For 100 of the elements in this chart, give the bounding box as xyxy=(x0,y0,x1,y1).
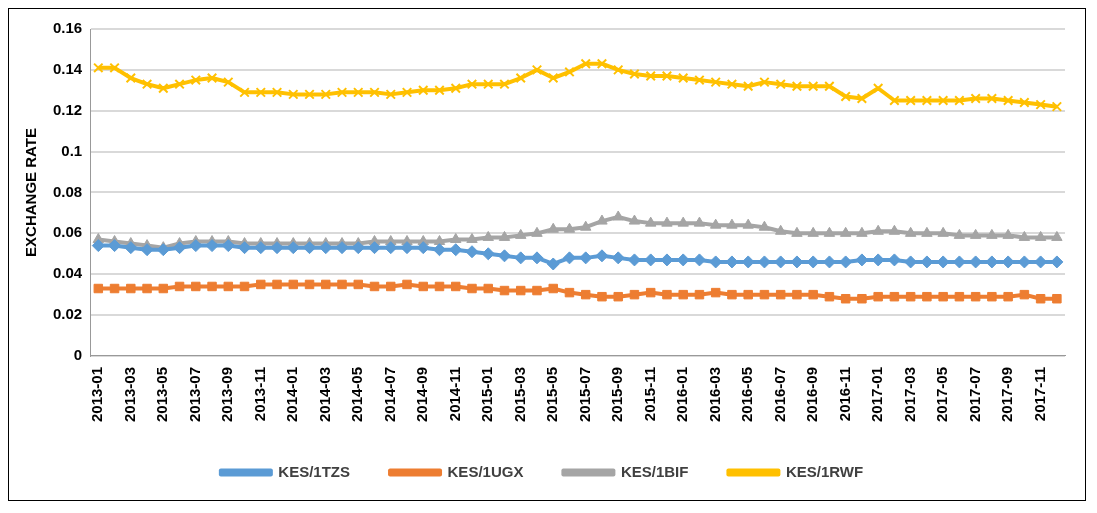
point xyxy=(547,222,559,233)
point xyxy=(400,241,414,255)
x-tick-label: 2017-01 xyxy=(868,366,886,423)
x-tick-label: 2013-11 xyxy=(250,366,268,422)
x-tick-label: 2014-07 xyxy=(380,366,398,423)
point xyxy=(368,241,382,255)
point xyxy=(384,241,398,255)
point xyxy=(661,216,673,227)
x-tick-label: 2015-03 xyxy=(510,366,528,423)
x-tick-label: 2017-11 xyxy=(1030,366,1048,422)
x-tick-label: 2015-07 xyxy=(575,366,593,423)
point xyxy=(986,228,998,239)
point xyxy=(857,293,867,304)
point xyxy=(221,239,235,253)
point xyxy=(873,291,883,302)
point xyxy=(466,232,478,243)
point xyxy=(840,91,851,102)
y-tick-label: 0.06 xyxy=(52,223,83,241)
point xyxy=(888,224,901,235)
point xyxy=(416,241,430,255)
point xyxy=(987,291,997,302)
point xyxy=(791,80,803,92)
point xyxy=(126,283,136,294)
point xyxy=(872,83,884,94)
point xyxy=(580,220,592,231)
point xyxy=(808,289,818,300)
point xyxy=(775,78,786,90)
point xyxy=(597,291,607,302)
point xyxy=(465,245,479,259)
point xyxy=(937,226,949,237)
point xyxy=(613,291,623,302)
point xyxy=(434,281,445,292)
point xyxy=(1051,230,1063,241)
point xyxy=(335,241,349,255)
point xyxy=(1050,255,1064,269)
point xyxy=(385,89,396,100)
point xyxy=(954,95,965,106)
point xyxy=(742,218,754,229)
point xyxy=(662,289,672,300)
x-tick-label: 2015-09 xyxy=(608,366,626,423)
point xyxy=(530,251,544,265)
point xyxy=(189,239,203,253)
point xyxy=(531,226,543,237)
point xyxy=(449,243,463,257)
y-tick-label: 0.04 xyxy=(52,264,83,282)
point xyxy=(433,235,446,246)
point xyxy=(1019,289,1030,300)
point xyxy=(337,279,347,290)
x-tick-label: 2014-01 xyxy=(283,366,301,423)
point xyxy=(726,78,738,90)
point xyxy=(612,64,624,76)
point xyxy=(1034,230,1047,241)
point xyxy=(481,247,495,261)
y-tick-label: 0.1 xyxy=(61,141,83,159)
point xyxy=(611,251,625,265)
point xyxy=(482,230,494,241)
point xyxy=(467,283,477,294)
point xyxy=(564,287,575,298)
point xyxy=(140,243,154,257)
point xyxy=(986,93,998,104)
point xyxy=(369,281,380,292)
point xyxy=(142,283,152,294)
point xyxy=(401,87,413,98)
y-tick-label: 0.14 xyxy=(52,60,83,78)
point xyxy=(904,226,917,237)
point xyxy=(889,95,900,106)
x-tick-label: 2016-09 xyxy=(803,366,821,423)
x-tick-label: 2017-09 xyxy=(998,366,1016,423)
point xyxy=(304,279,315,290)
point xyxy=(840,293,851,304)
point xyxy=(596,58,608,69)
point xyxy=(466,78,478,90)
point xyxy=(514,251,528,265)
point xyxy=(156,243,170,257)
point xyxy=(91,239,105,253)
point xyxy=(824,80,835,92)
point xyxy=(288,279,299,290)
x-tick-label: 2014-09 xyxy=(413,366,431,423)
point xyxy=(434,85,445,96)
y-tick-label: 0 xyxy=(73,346,83,364)
x-tick-label: 2013-03 xyxy=(120,366,138,423)
point xyxy=(223,281,234,292)
point xyxy=(645,70,656,82)
point xyxy=(807,226,819,237)
point xyxy=(498,230,511,241)
point xyxy=(629,68,640,80)
point xyxy=(954,291,965,302)
point xyxy=(694,289,705,300)
x-tick-label: 2014-11 xyxy=(445,366,463,422)
y-tick-label: 0.12 xyxy=(52,100,83,118)
x-tick-label: 2016-03 xyxy=(705,366,723,423)
point xyxy=(158,283,169,294)
point xyxy=(239,87,250,98)
point xyxy=(125,72,137,84)
point xyxy=(727,289,737,300)
point xyxy=(256,279,266,290)
legend-label: KES/1BIF xyxy=(620,462,689,480)
x-tick-label: 2014-05 xyxy=(348,366,366,423)
point xyxy=(223,76,234,88)
point xyxy=(645,216,657,227)
